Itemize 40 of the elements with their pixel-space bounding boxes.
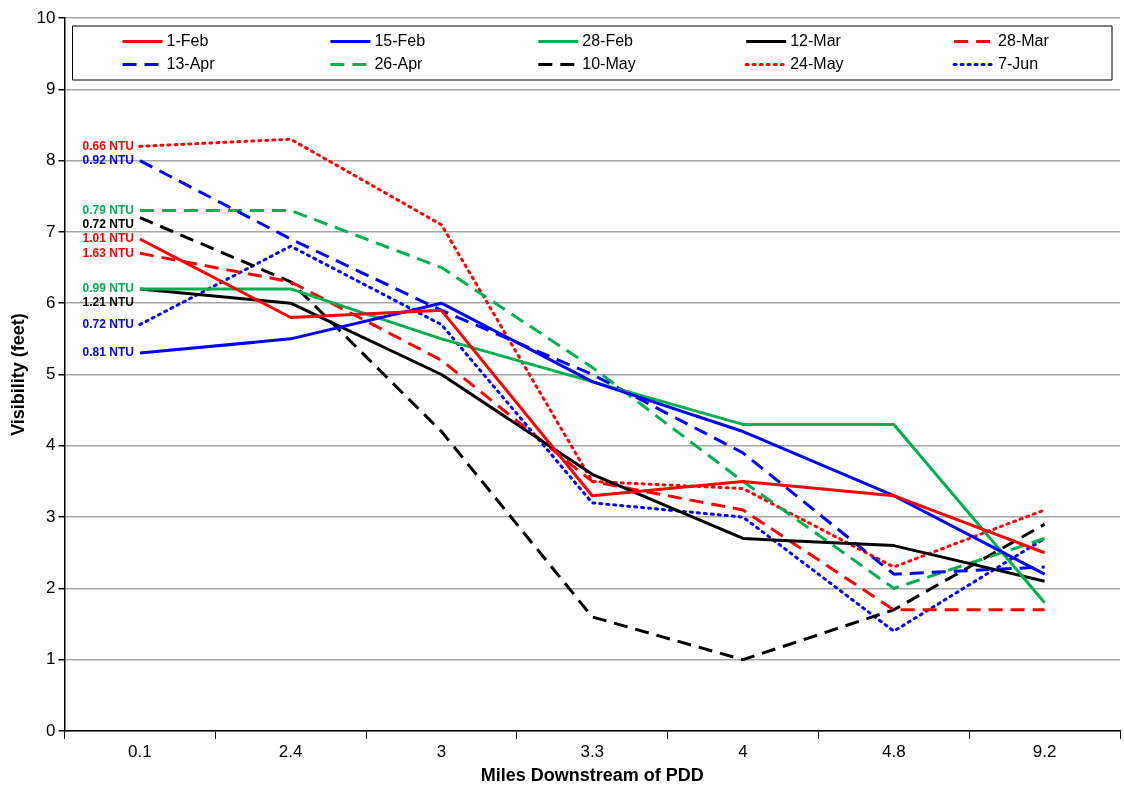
y-tick-label: 3 [46, 506, 56, 526]
legend-label: 1-Feb [166, 31, 209, 49]
annotation: 1.63 NTU [82, 245, 134, 260]
x-tick-label: 3 [436, 741, 447, 761]
legend-label: 12-Mar [790, 31, 842, 49]
y-tick-label: 4 [46, 435, 56, 455]
legend-label: 7-Jun [998, 54, 1039, 72]
y-tick-label: 0 [46, 720, 56, 740]
x-tick-label: 2.4 [278, 741, 303, 761]
y-axis-title: Visibility (feet) [7, 313, 28, 436]
annotation: 0.81 NTU [82, 345, 134, 360]
annotation: 0.72 NTU [82, 216, 134, 231]
x-tick-label: 4.8 [882, 741, 906, 761]
annotation: 0.66 NTU [82, 138, 134, 153]
x-tick-label: 3.3 [580, 741, 605, 761]
annotation: 0.92 NTU [82, 152, 134, 167]
legend-label: 28-Mar [998, 31, 1050, 49]
x-tick-label: 9.2 [1032, 741, 1057, 761]
y-tick-label: 6 [46, 292, 56, 312]
annotation: 1.01 NTU [82, 231, 134, 246]
legend-label: 13-Apr [166, 54, 216, 72]
y-tick-label: 5 [46, 364, 56, 384]
x-tick-label: 0.1 [128, 741, 152, 761]
y-tick-label: 7 [46, 221, 56, 241]
legend-label: 24-May [790, 54, 844, 72]
legend-label: 28-Feb [582, 31, 634, 49]
y-tick-label: 8 [46, 150, 56, 170]
legend-label: 10-May [582, 54, 636, 72]
annotation: 0.79 NTU [82, 202, 134, 217]
legend-label: 26-Apr [374, 54, 424, 72]
y-tick-label: 10 [36, 7, 56, 27]
y-tick-label: 9 [46, 78, 56, 98]
annotation: 0.99 NTU [82, 281, 134, 296]
annotation: 0.72 NTU [82, 316, 134, 331]
annotation: 1.21 NTU [82, 295, 134, 310]
y-tick-label: 1 [46, 649, 56, 669]
y-tick-label: 2 [46, 578, 56, 598]
x-tick-label: 4 [738, 741, 748, 761]
x-axis-title: Miles Downstream of PDD [480, 765, 704, 786]
legend-label: 15-Feb [374, 31, 426, 49]
